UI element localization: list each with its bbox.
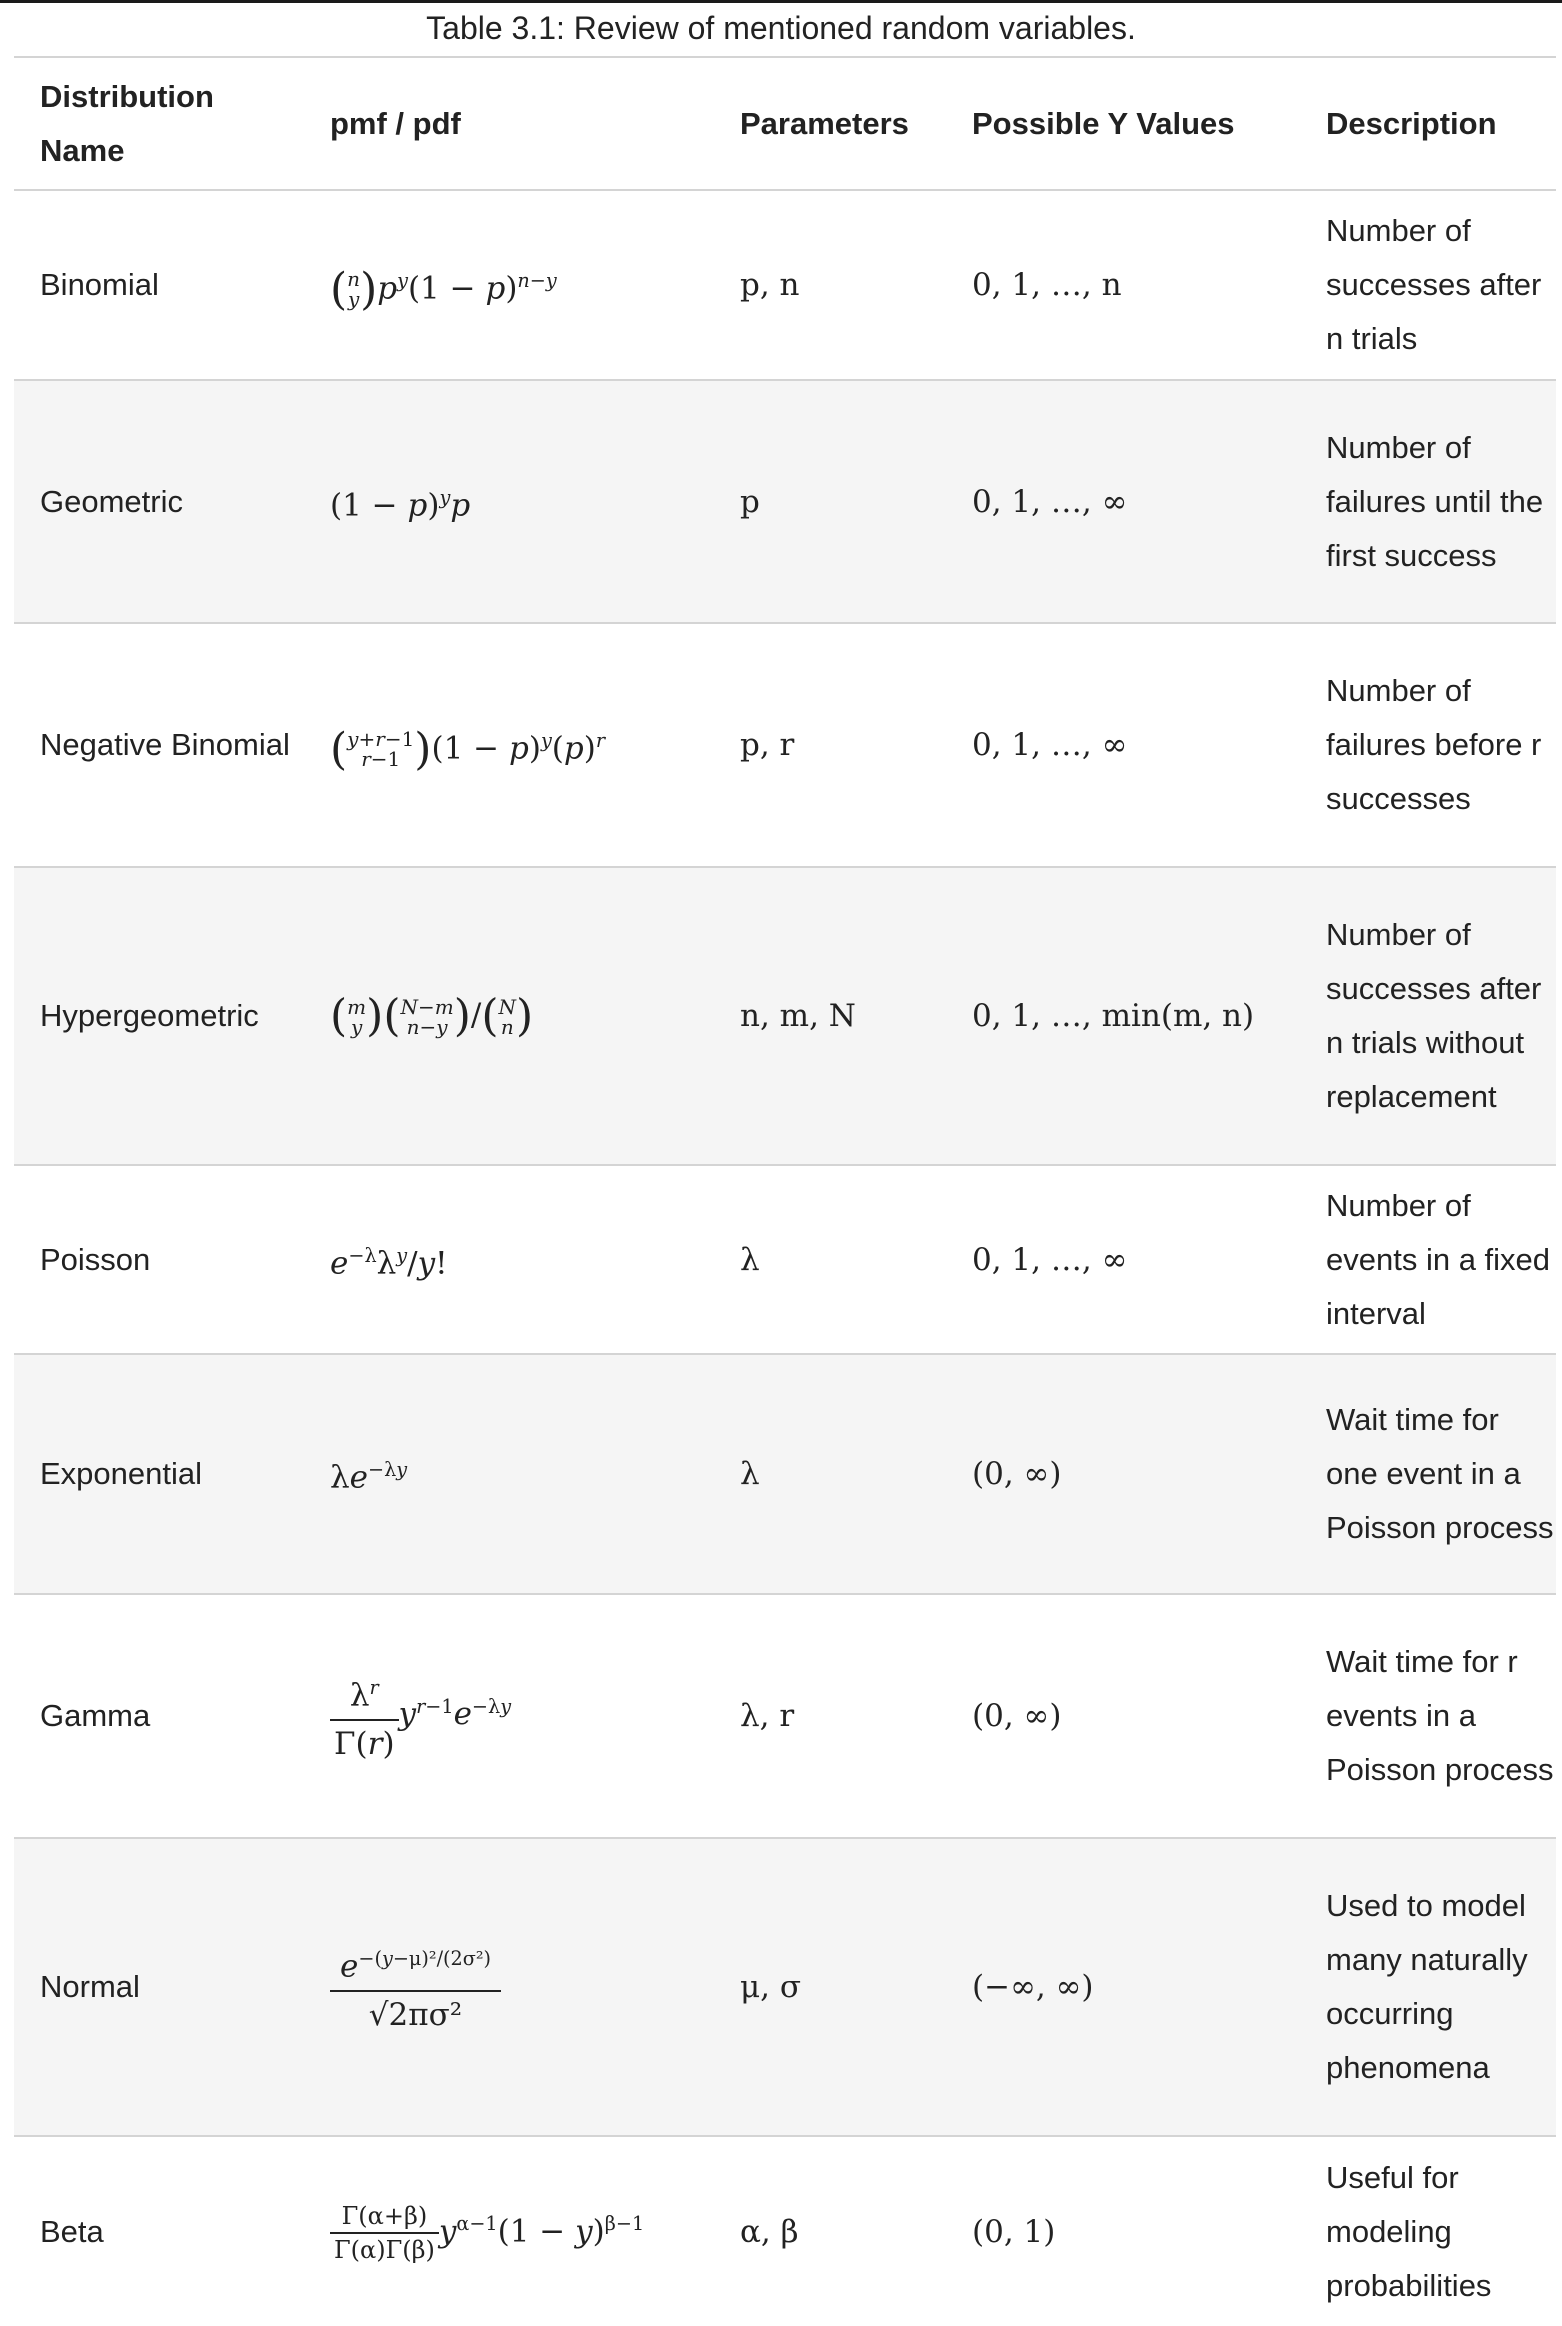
table-row: Normal e−(y−μ)²/(2σ²) √2πσ² μ, σ (−∞, ∞) … <box>14 1837 1556 2136</box>
pmf-formula: (y+r−1 r−1)(1 − p)y(p)r <box>304 622 714 867</box>
distribution-name: Normal <box>14 1837 304 2136</box>
parameters: n, m, N <box>714 866 946 1165</box>
pmf-formula: λe−λy <box>304 1353 714 1594</box>
distribution-name: Exponential <box>14 1353 304 1594</box>
description: Wait time for r events in a Poisson proc… <box>1300 1593 1556 1838</box>
header-pmf-pdf: pmf / pdf <box>330 105 461 141</box>
possible-y-values: (0, ∞) <box>946 1593 1300 1838</box>
pmf-formula: (1 − p)yp <box>304 379 714 623</box>
pmf-formula: e−λλy/y! <box>304 1164 714 1354</box>
distribution-name: Negative Binomial <box>14 622 304 867</box>
description: Used to model many naturally occurring p… <box>1300 1837 1556 2136</box>
pmf-formula: e−(y−μ)²/(2σ²) √2πσ² <box>304 1837 714 2136</box>
header-parameters: Parameters <box>740 105 909 141</box>
table-row: Geometric (1 − p)yp p 0, 1, …, ∞ Number … <box>14 379 1556 623</box>
top-rule <box>0 0 1562 3</box>
table-row: Negative Binomial (y+r−1 r−1)(1 − p)y(p)r… <box>14 622 1556 867</box>
table-row: Poisson e−λλy/y! λ 0, 1, …, ∞ Number of … <box>14 1164 1556 1354</box>
description: Useful for modeling probabilities <box>1300 2135 1556 2326</box>
pmf-formula: Γ(α+β) Γ(α)Γ(β) yα−1(1 − y)β−1 <box>304 2135 714 2326</box>
table-row: Beta Γ(α+β) Γ(α)Γ(β) yα−1(1 − y)β−1 α, β (… <box>14 2135 1556 2326</box>
description: Wait time for one event in a Poisson pro… <box>1300 1353 1556 1594</box>
distribution-name: Hypergeometric <box>14 866 304 1165</box>
parameters: p <box>714 379 946 623</box>
table-row: Gamma λr Γ(r) yr−1e−λy λ, r (0, ∞) Wait ti… <box>14 1593 1556 1838</box>
distribution-name: Geometric <box>14 379 304 623</box>
possible-y-values: 0, 1, …, min(m, n) <box>946 866 1300 1165</box>
description: Number of failures until the first succe… <box>1300 379 1556 623</box>
possible-y-values: 0, 1, …, ∞ <box>946 379 1300 623</box>
parameters: α, β <box>714 2135 946 2326</box>
distribution-name: Poisson <box>14 1164 304 1354</box>
description: Number of events in a fixed interval <box>1300 1164 1556 1354</box>
distribution-table: Distribution Name pmf / pdf Parameters P… <box>14 56 1556 2326</box>
parameters: p, n <box>714 189 946 380</box>
parameters: λ <box>714 1353 946 1594</box>
description: Number of successes after n trials <box>1300 189 1556 380</box>
pmf-formula: λr Γ(r) yr−1e−λy <box>304 1593 714 1838</box>
header-possible-y-values: Possible Y Values <box>972 105 1235 141</box>
parameters: λ, r <box>714 1593 946 1838</box>
possible-y-values: 0, 1, …, n <box>946 189 1300 380</box>
parameters: μ, σ <box>714 1837 946 2136</box>
header-description: Description <box>1326 105 1497 141</box>
possible-y-values: (0, ∞) <box>946 1353 1300 1594</box>
distribution-name: Gamma <box>14 1593 304 1838</box>
table-caption: Table 3.1: Review of mentioned random va… <box>426 10 1136 46</box>
possible-y-values: (0, 1) <box>946 2135 1300 2326</box>
table-row: Exponential λe−λy λ (0, ∞) Wait time for… <box>14 1353 1556 1594</box>
possible-y-values: 0, 1, …, ∞ <box>946 1164 1300 1354</box>
parameters: p, r <box>714 622 946 867</box>
possible-y-values: (−∞, ∞) <box>946 1837 1300 2136</box>
distribution-name: Beta <box>14 2135 304 2326</box>
possible-y-values: 0, 1, …, ∞ <box>946 622 1300 867</box>
parameters: λ <box>714 1164 946 1354</box>
distribution-name: Binomial <box>14 189 304 380</box>
pmf-formula: (n y)py(1 − p)n−y <box>304 189 714 380</box>
description: Number of failures before r successes <box>1300 622 1556 867</box>
header-distribution-name: Distribution Name <box>40 78 214 168</box>
header-row: Distribution Name pmf / pdf Parameters P… <box>14 57 1556 190</box>
table-row: Binomial (n y)py(1 − p)n−y p, n 0, 1, …, … <box>14 189 1556 380</box>
description: Number of successes after n trials witho… <box>1300 866 1556 1165</box>
